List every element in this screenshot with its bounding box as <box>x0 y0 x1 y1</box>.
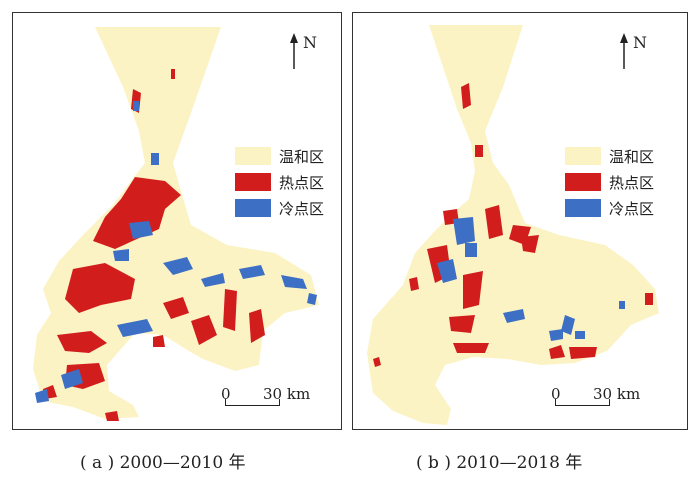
legend-label-cold: 冷点区 <box>279 199 325 218</box>
scale-distance-label: 30 km <box>593 385 641 403</box>
legend-item-cold: 冷点区 <box>235 195 324 221</box>
caption-a: ( a ) 2000—2010 年 <box>80 453 246 473</box>
legend-item-hot: 热点区 <box>235 169 324 195</box>
caption-b: ( b ) 2010—2018 年 <box>416 453 583 473</box>
north-label: N <box>633 33 647 52</box>
map-b <box>367 25 659 425</box>
legend-label-mild: 温和区 <box>279 147 325 166</box>
scale-zero-label: 0 <box>221 385 231 403</box>
legend-swatch-hot <box>235 173 271 191</box>
scale-bar: 0 30 km <box>547 385 667 419</box>
coldspot-patches-a <box>35 101 317 403</box>
scale-distance-label: 30 km <box>263 385 311 403</box>
legend-swatch-hot <box>565 173 601 191</box>
scale-tick-start <box>555 399 556 406</box>
scale-zero-label: 0 <box>551 385 561 403</box>
legend-swatch-mild <box>565 147 601 165</box>
region-shape-a <box>33 27 319 419</box>
scale-line <box>555 405 609 406</box>
coldspot-patches-b <box>437 217 625 341</box>
map-panel-b: N 温和区 热点区 冷点区 0 30 km <box>352 12 688 430</box>
legend-item-hot: 热点区 <box>565 169 654 195</box>
legend-swatch-cold <box>235 199 271 217</box>
scale-bar: 0 30 km <box>217 385 337 419</box>
legend-label-hot: 热点区 <box>609 173 655 192</box>
scale-tick-end <box>609 399 610 406</box>
map-panel-a: N 温和区 热点区 冷点区 0 30 km <box>12 12 342 430</box>
legend: 温和区 热点区 冷点区 <box>565 143 654 221</box>
legend-label-mild: 温和区 <box>609 147 655 166</box>
legend-item-mild: 温和区 <box>565 143 654 169</box>
legend-item-cold: 冷点区 <box>565 195 654 221</box>
north-label: N <box>303 33 317 52</box>
legend-swatch-cold <box>565 199 601 217</box>
scale-line <box>225 405 279 406</box>
legend-label-hot: 热点区 <box>279 173 325 192</box>
legend-item-mild: 温和区 <box>235 143 324 169</box>
scale-tick-end <box>279 399 280 406</box>
legend-label-cold: 冷点区 <box>609 199 655 218</box>
legend: 温和区 热点区 冷点区 <box>235 143 324 221</box>
map-a <box>33 27 319 421</box>
scale-tick-start <box>225 399 226 406</box>
north-arrow-icon <box>620 33 628 69</box>
legend-swatch-mild <box>235 147 271 165</box>
north-arrow-icon <box>290 33 298 69</box>
